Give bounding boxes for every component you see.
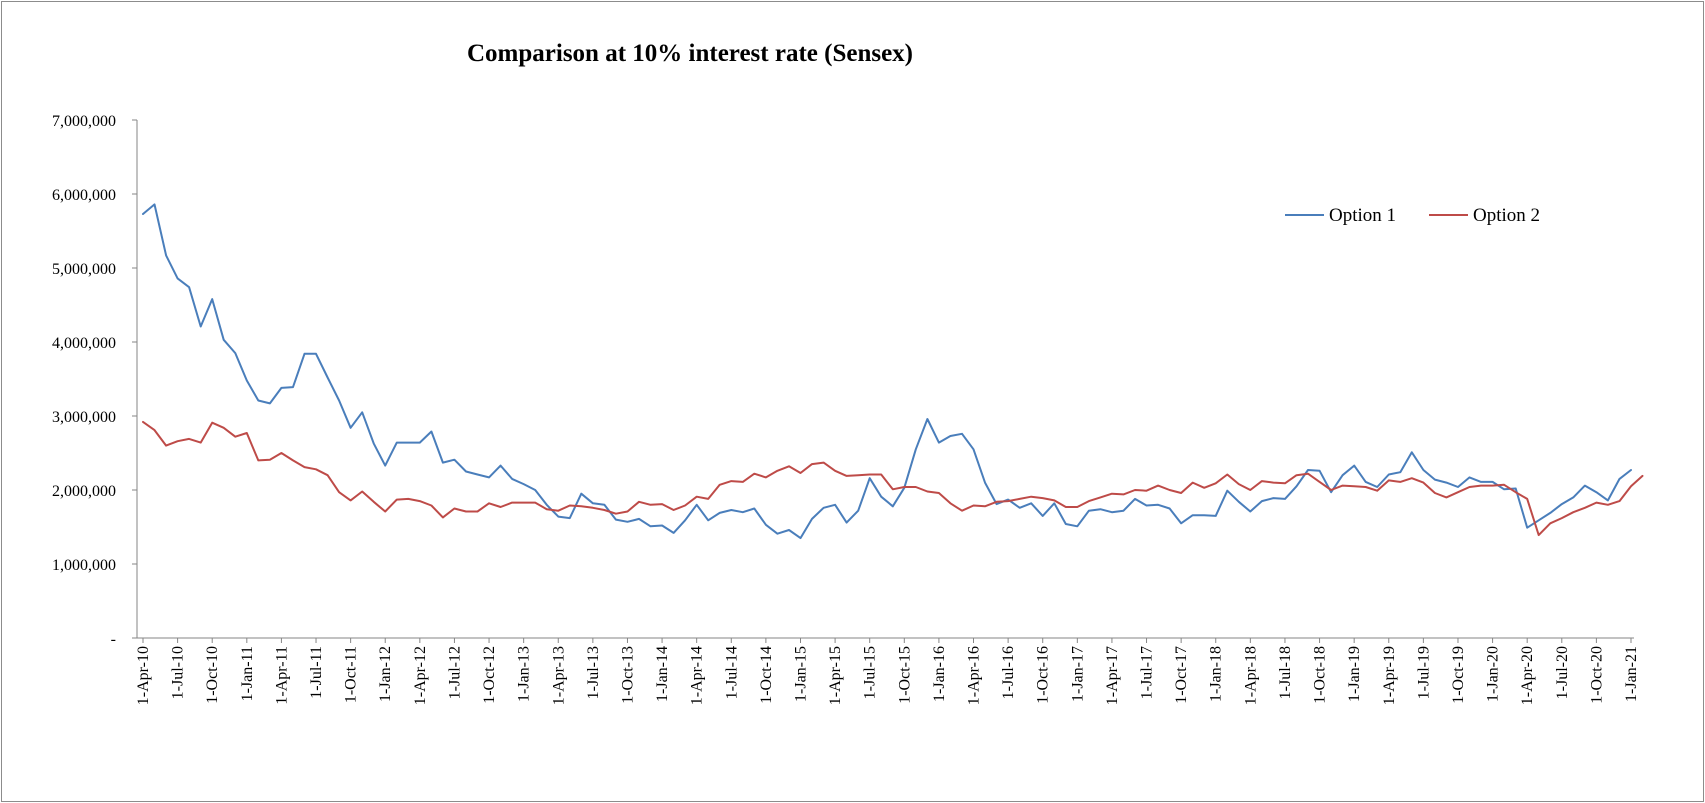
y-tick-label: 4,000,000 [52, 335, 116, 352]
series-line-option-1 [142, 203, 1632, 540]
y-tick-label: 5,000,000 [52, 261, 116, 278]
x-tick-label: 1-Jan-15 [792, 646, 809, 702]
x-tick-label: 1-Jan-11 [239, 646, 256, 701]
legend: Option 1 Option 2 [1285, 205, 1540, 226]
x-tick-label: 1-Jul-10 [170, 646, 187, 699]
x-tick-label: 1-Apr-19 [1381, 646, 1398, 705]
x-tick-label: 1-Oct-19 [1450, 646, 1467, 704]
x-tick-label: 1-Oct-13 [619, 646, 636, 704]
x-tick-label: 1-Oct-20 [1588, 646, 1605, 704]
y-axis: - 1,000,000 2,000,000 3,000,000 4,000,000 5,0… [52, 113, 137, 648]
y-tick-label: 6,000,000 [52, 187, 116, 204]
chart-title: Comparison at 10% interest rate (Sensex) [467, 40, 913, 67]
x-tick-label: 1-Apr-15 [827, 646, 844, 705]
x-tick-label: 1-Oct-12 [481, 646, 498, 704]
x-tick-label: 1-Jul-14 [723, 646, 740, 699]
x-tick-label: 1-Jan-14 [654, 646, 671, 702]
series-line-option-2 [142, 420, 1644, 537]
x-tick-label: 1-Apr-20 [1519, 646, 1536, 705]
x-tick-label: 1-Jan-12 [377, 646, 394, 702]
x-tick-label: 1-Jul-18 [1277, 646, 1294, 699]
y-tick-label: 7,000,000 [52, 113, 116, 130]
x-tick-label: 1-Jul-13 [585, 646, 602, 699]
x-tick-label: 1-Apr-13 [550, 646, 567, 705]
x-tick-label: 1-Jul-12 [446, 646, 463, 699]
x-tick-label: 1-Oct-10 [204, 646, 221, 704]
y-tick-label: 2,000,000 [52, 483, 116, 500]
x-tick-label: 1-Jan-19 [1346, 646, 1363, 702]
y-tick-label: 3,000,000 [52, 409, 116, 426]
x-tick-label: 1-Jan-17 [1069, 646, 1086, 702]
x-tick-label: 1-Jan-18 [1208, 646, 1225, 702]
x-tick-label: 1-Oct-16 [1035, 646, 1052, 704]
x-tick-label: 1-Apr-14 [689, 646, 706, 705]
legend-label-option-1: Option 1 [1329, 205, 1396, 226]
x-tick-label: 1-Jul-16 [1000, 646, 1017, 699]
y-tick-label: 1,000,000 [52, 557, 116, 574]
x-tick-label: 1-Jul-15 [862, 646, 879, 699]
x-tick-label: 1-Jul-19 [1415, 646, 1432, 699]
x-tick-label: 1-Oct-17 [1173, 646, 1190, 704]
x-tick-label: 1-Jan-20 [1485, 646, 1502, 702]
x-tick-label: 1-Oct-11 [343, 646, 360, 703]
x-tick-label: 1-Jul-11 [308, 646, 325, 699]
series-lines [142, 203, 1644, 540]
x-tick-label: 1-Apr-10 [135, 646, 152, 705]
x-tick-label: 1-Apr-18 [1242, 646, 1259, 705]
y-tick-label: - [111, 631, 116, 648]
x-tick-label: 1-Oct-15 [896, 646, 913, 704]
x-tick-label: 1-Jul-20 [1554, 646, 1571, 699]
x-tick-label: 1-Oct-14 [758, 646, 775, 704]
x-tick-label: 1-Oct-18 [1312, 646, 1329, 704]
x-tick-label: 1-Jan-21 [1623, 646, 1640, 702]
x-tick-label: 1-Apr-16 [966, 646, 983, 705]
legend-label-option-2: Option 2 [1473, 205, 1540, 226]
x-tick-label: 1-Jan-13 [516, 646, 533, 702]
x-tick-label: 1-Jan-16 [931, 646, 948, 702]
x-tick-label: 1-Jul-17 [1139, 646, 1156, 699]
x-tick-label: 1-Apr-12 [412, 646, 429, 705]
x-tick-label: 1-Apr-17 [1104, 646, 1121, 705]
x-tick-label: 1-Apr-11 [273, 646, 290, 705]
x-axis: 1-Apr-10 1-Jul-10 1-Oct-10 1-Jan-11 1-Apr-11… [135, 638, 1640, 705]
